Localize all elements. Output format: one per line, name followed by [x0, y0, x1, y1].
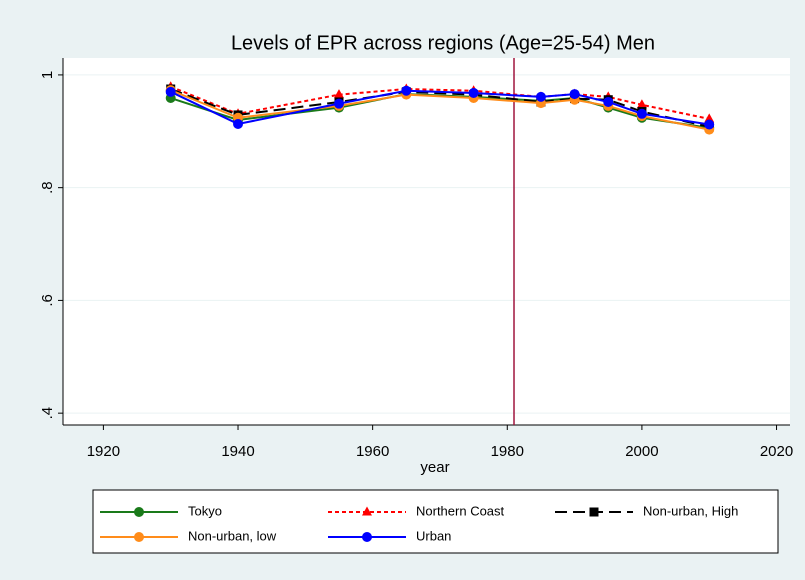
- legend-label: Northern Coast: [416, 503, 505, 518]
- x-tick-label: 1940: [221, 443, 254, 460]
- legend-label: Urban: [416, 528, 451, 543]
- y-tick-label: 1: [39, 71, 56, 79]
- point: [401, 85, 412, 96]
- series-line: [170, 88, 710, 128]
- x-tick-label: 2000: [625, 443, 658, 460]
- point: [468, 87, 479, 98]
- x-tick-label: 1920: [87, 443, 120, 460]
- legend: [92, 489, 779, 554]
- legend-marker: [362, 532, 372, 542]
- point: [333, 98, 344, 109]
- x-axis-title: year: [420, 459, 449, 476]
- series-line: [170, 89, 710, 126]
- x-tick-label: 1960: [356, 443, 389, 460]
- legend-label: Tokyo: [188, 503, 222, 518]
- series-line: [170, 89, 710, 131]
- point: [233, 118, 244, 129]
- y-tick-label: .6: [39, 294, 56, 307]
- point: [535, 91, 546, 102]
- point: [704, 113, 715, 123]
- legend-marker: [362, 506, 372, 516]
- legend-marker: [134, 532, 144, 542]
- legend-label: Non-urban, High: [643, 503, 738, 518]
- plot-area: [63, 58, 790, 425]
- legend-marker: [589, 507, 599, 517]
- legend-label: Non-urban, low: [188, 528, 277, 543]
- point: [636, 108, 647, 119]
- series-line: [170, 85, 710, 120]
- point: [165, 86, 176, 97]
- y-tick-label: .4: [39, 407, 56, 420]
- x-tick-label: 1980: [491, 443, 524, 460]
- point: [704, 119, 715, 130]
- point: [603, 96, 614, 107]
- point: [636, 99, 647, 109]
- legend-marker: [134, 507, 144, 517]
- chart-title: Levels of EPR across regions (Age=25-54)…: [231, 32, 655, 54]
- point: [333, 89, 344, 99]
- x-tick-label: 2020: [760, 443, 793, 460]
- y-tick-label: .8: [39, 181, 56, 194]
- point: [569, 89, 580, 100]
